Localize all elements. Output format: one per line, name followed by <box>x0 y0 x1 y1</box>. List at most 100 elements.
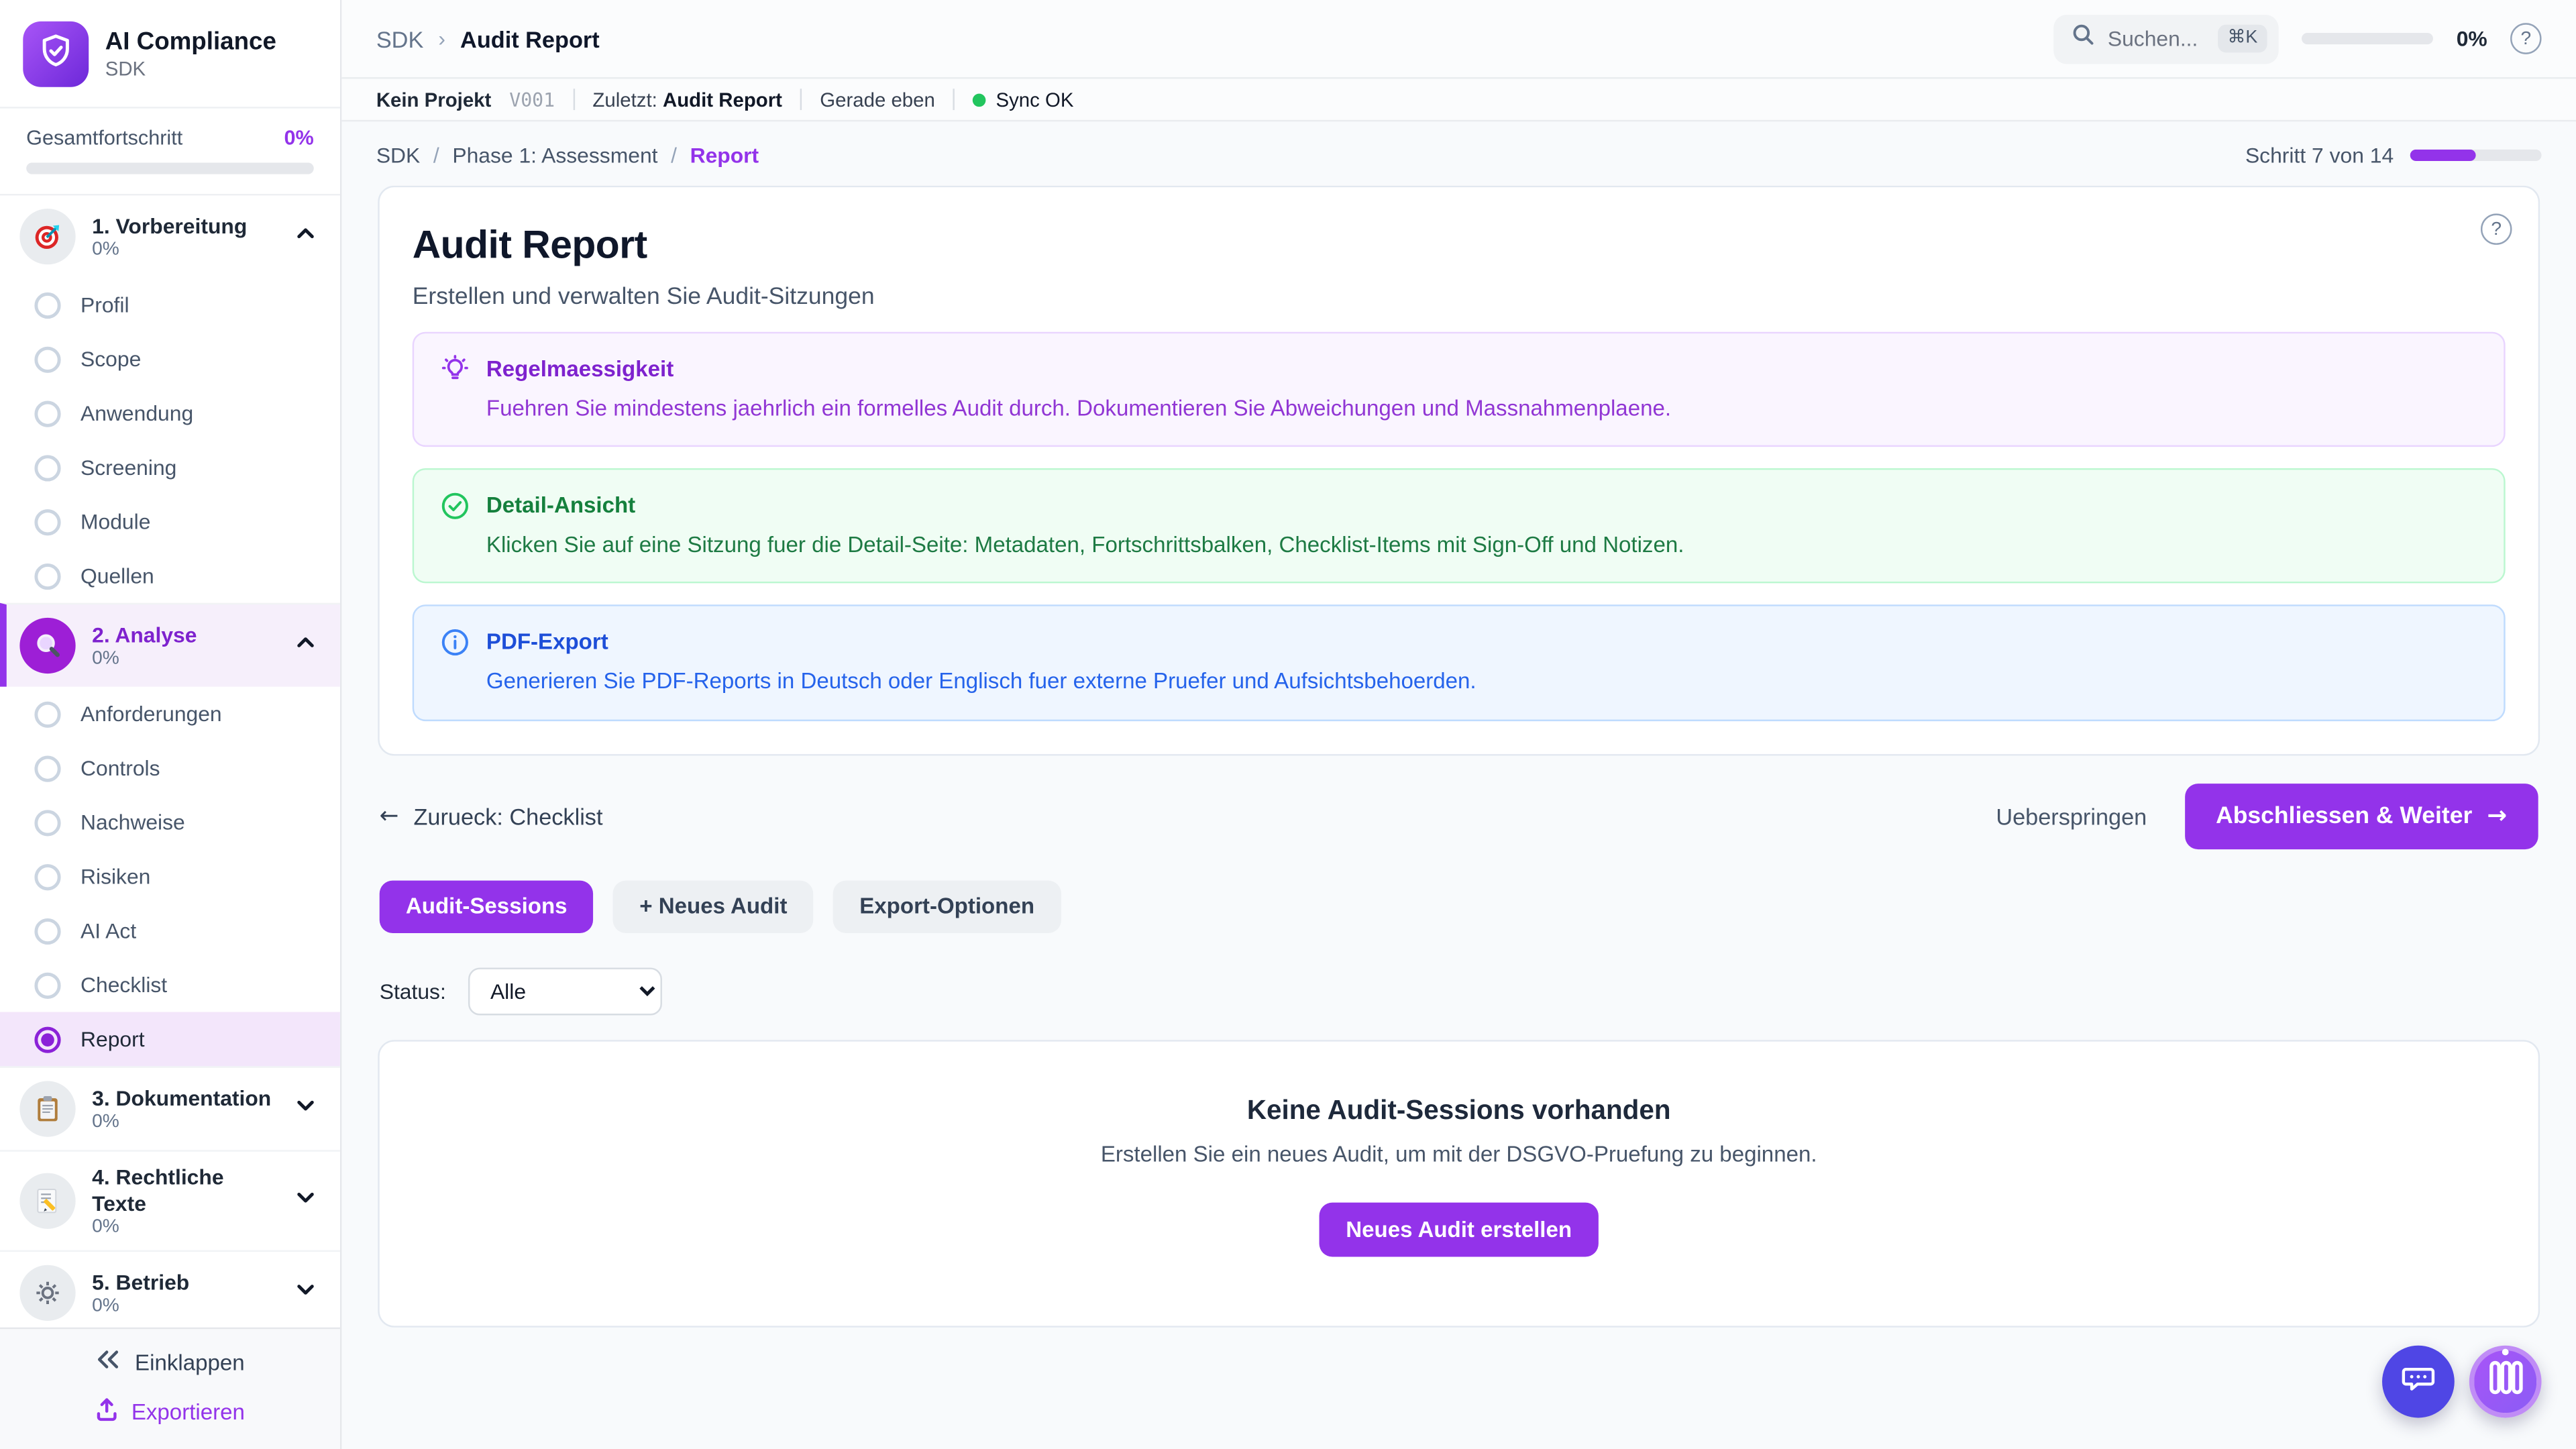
radio-icon <box>34 345 61 372</box>
sidebar-section-vorbereitung[interactable]: 1. Vorbereitung 0% <box>0 195 340 277</box>
sidebar-item-anforderungen[interactable]: Anforderungen <box>0 687 340 741</box>
sidebar-item-anwendung[interactable]: Anwendung <box>0 386 340 441</box>
create-audit-button[interactable]: Neues Audit erstellen <box>1320 1201 1599 1256</box>
last-saved-time: Gerade eben <box>820 88 935 111</box>
target-icon <box>19 209 76 265</box>
app-subtitle: SDK <box>105 58 146 81</box>
topbar-progress-bar <box>2302 32 2434 45</box>
page-subtitle: Erstellen und verwalten Sie Audit-Sitzun… <box>412 284 875 311</box>
shield-check-icon <box>36 30 76 78</box>
sidebar-item-report[interactable]: Report <box>0 1012 340 1067</box>
gear-icon <box>19 1265 76 1322</box>
complete-next-button[interactable]: Abschliessen & Weiter → <box>2184 783 2538 849</box>
empty-state-text: Erstellen Sie ein neues Audit, um mit de… <box>1100 1141 1817 1166</box>
chat-fab-button[interactable] <box>2382 1345 2455 1418</box>
info-box-regelmaessigkeit: Regelmaessigkeit Fuehren Sie mindestens … <box>412 331 2506 447</box>
arrow-right-icon: → <box>2487 802 2508 829</box>
info-box-title: Regelmaessigkeit <box>486 356 674 382</box>
info-box-title: PDF-Export <box>486 630 608 655</box>
step-progress-bar <box>2410 149 2542 162</box>
help-icon[interactable]: ? <box>2480 213 2512 245</box>
radio-icon <box>34 971 61 998</box>
chevron-up-icon <box>294 221 317 252</box>
sidebar-section-dokumentation[interactable]: 3. Dokumentation 0% <box>0 1066 340 1150</box>
wizard-nav-row: ← Zurueck: Checklist Ueberspringen Absch… <box>380 783 2538 849</box>
section-percent: 0% <box>92 1297 119 1317</box>
info-box-text: Klicken Sie auf eine Sitzung fuer die De… <box>486 533 1684 557</box>
phase-crumb-phase[interactable]: Phase 1: Assessment <box>452 143 658 168</box>
divider <box>953 89 955 111</box>
sidebar-item-module[interactable]: Module <box>0 494 340 549</box>
radio-icon <box>34 291 61 318</box>
collapse-sidebar-button[interactable]: Einklappen <box>95 1349 245 1375</box>
double-chevron-left-icon <box>95 1349 120 1375</box>
radio-icon <box>34 562 61 589</box>
info-box-pdf-export: PDF-Export Generieren Sie PDF-Reports in… <box>412 605 2506 721</box>
back-button[interactable]: ← Zurueck: Checklist <box>379 802 603 829</box>
empty-state-title: Keine Audit-Sessions vorhanden <box>1246 1095 1671 1125</box>
search-placeholder: Suchen... <box>2107 26 2198 51</box>
section-label: 5. Betrieb <box>92 1269 190 1295</box>
columns-fab-button[interactable] <box>2469 1345 2542 1418</box>
columns-icon <box>2488 1360 2522 1403</box>
tab-neues-audit[interactable]: + Neues Audit <box>613 879 814 933</box>
clipboard-icon <box>19 1081 76 1137</box>
section-label: 4. Rechtliche Texte <box>92 1165 224 1216</box>
sidebar-item-checklist[interactable]: Checklist <box>0 958 340 1012</box>
topbar: SDK › Audit Report Suchen... ⌘K 0% ? <box>341 0 2576 79</box>
tab-audit-sessions[interactable]: Audit-Sessions <box>379 879 594 933</box>
section-percent: 0% <box>92 649 119 669</box>
sidebar-item-scope[interactable]: Scope <box>0 332 340 386</box>
section-label: 1. Vorbereitung <box>92 213 248 238</box>
status-bar: Kein Projekt V001 Zuletzt: Audit Report … <box>341 78 2576 122</box>
keyboard-shortcut-badge: ⌘K <box>2217 24 2268 53</box>
sidebar-section-rechtliche-texte[interactable]: 4. Rechtliche Texte 0% <box>0 1150 340 1250</box>
radio-icon <box>34 863 61 890</box>
overall-progress: Gesamtfortschritt 0% <box>0 109 340 196</box>
radio-icon <box>34 809 61 836</box>
sidebar-section-betrieb[interactable]: 5. Betrieb 0% <box>0 1250 340 1328</box>
sidebar-item-quellen[interactable]: Quellen <box>0 549 340 603</box>
main-area: SDK › Audit Report Suchen... ⌘K 0% ? <box>341 0 2576 1449</box>
skip-button[interactable]: Ueberspringen <box>1996 802 2147 829</box>
overall-progress-label: Gesamtfortschritt <box>26 126 183 150</box>
floating-buttons <box>2382 1345 2542 1418</box>
audit-report-card: Audit Report Erstellen und verwalten Sie… <box>378 185 2540 755</box>
sidebar-item-screening[interactable]: Screening <box>0 440 340 494</box>
phase-crumb-root[interactable]: SDK <box>376 143 421 168</box>
search-input[interactable]: Suchen... ⌘K <box>2053 13 2279 64</box>
sidebar-item-controls[interactable]: Controls <box>0 741 340 795</box>
sidebar-item-risiken[interactable]: Risiken <box>0 849 340 904</box>
radio-icon <box>34 917 61 944</box>
chevron-right-icon: › <box>438 26 446 51</box>
sidebar-item-nachweise[interactable]: Nachweise <box>0 795 340 849</box>
help-icon[interactable]: ? <box>2510 23 2542 54</box>
sync-ok-dot-icon <box>973 93 986 106</box>
section-percent: 0% <box>92 1112 119 1133</box>
sidebar-item-ai-act[interactable]: AI Act <box>0 904 340 958</box>
sidebar-header: AI Compliance SDK <box>0 0 340 109</box>
radio-icon <box>34 400 61 427</box>
status-filter-select[interactable]: Alle <box>469 967 663 1015</box>
tabs: Audit-Sessions + Neues Audit Export-Opti… <box>379 879 2538 933</box>
info-box-text: Generieren Sie PDF-Reports in Deutsch od… <box>486 669 1477 694</box>
tab-export-optionen[interactable]: Export-Optionen <box>833 879 1061 933</box>
chat-bubble-icon <box>2400 1360 2436 1404</box>
breadcrumb-current: Audit Report <box>460 25 600 52</box>
upload-icon <box>95 1397 118 1426</box>
app-title: AI Compliance <box>105 28 276 56</box>
overall-progress-percent: 0% <box>284 126 314 150</box>
topbar-progress-percent: 0% <box>2456 26 2487 51</box>
info-box-text: Fuehren Sie mindestens jaehrlich ein for… <box>486 396 1672 421</box>
breadcrumb-root[interactable]: SDK <box>376 25 424 52</box>
project-name: Kein Projekt <box>376 88 492 111</box>
chevron-down-icon <box>294 1278 317 1309</box>
sidebar-section-analyse[interactable]: 2. Analyse 0% <box>0 602 340 687</box>
section-label: 3. Dokumentation <box>92 1085 272 1110</box>
radio-icon <box>34 700 61 727</box>
sidebar-item-profil[interactable]: Profil <box>0 278 340 332</box>
step-label: Schritt 7 von 14 <box>2245 143 2394 168</box>
export-button[interactable]: Exportieren <box>95 1397 245 1426</box>
info-box-title: Detail-Ansicht <box>486 493 636 518</box>
